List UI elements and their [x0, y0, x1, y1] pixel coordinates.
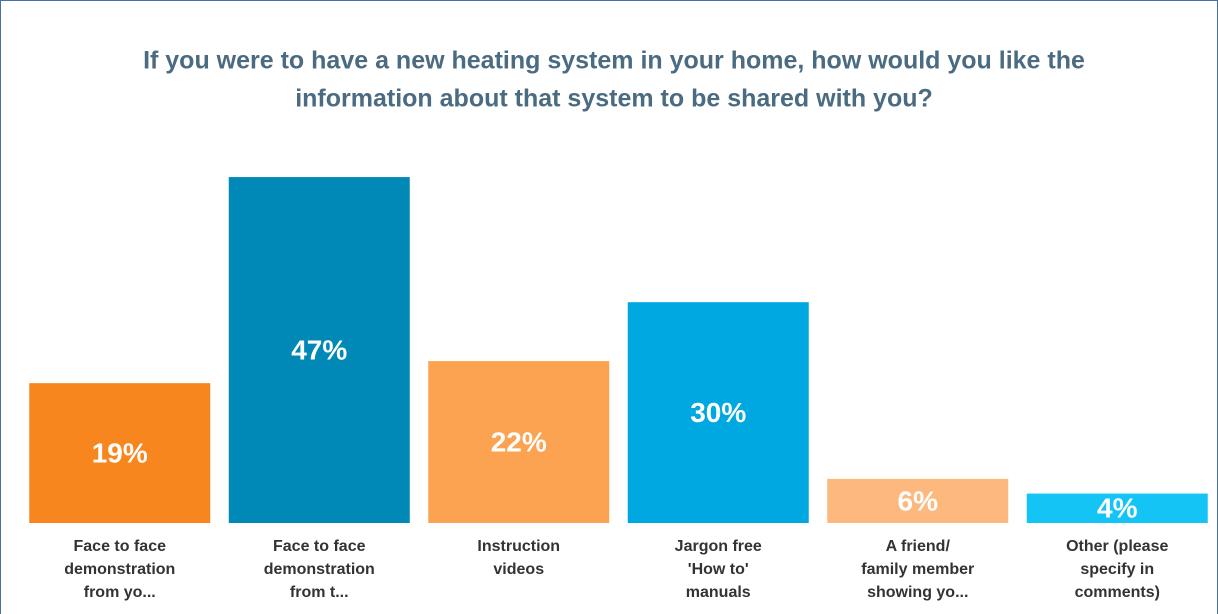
x-tick-label: comments): [1075, 584, 1160, 601]
x-tick-label: family member: [861, 561, 974, 578]
bar: [627, 302, 809, 523]
value-label: 22%: [491, 426, 547, 457]
x-tick-label: manuals: [686, 584, 751, 601]
value-label: 47%: [291, 334, 347, 365]
x-tick-label: from t...: [290, 584, 349, 601]
x-tick-label: Instruction: [477, 538, 560, 555]
x-tick-label: Jargon free: [675, 538, 762, 555]
bar: [1026, 493, 1208, 523]
x-tick-label: specify in: [1080, 561, 1154, 578]
chart-title: If you were to have a new heating system…: [143, 47, 1085, 75]
x-tick-label: Face to face: [273, 538, 366, 555]
value-label: 4%: [1097, 493, 1138, 524]
value-label: 30%: [690, 397, 746, 428]
value-label: 19%: [92, 437, 148, 468]
bar: [29, 383, 211, 523]
bar: [228, 177, 410, 523]
x-tick-label: A friend/: [886, 538, 951, 555]
x-tick-label: from yo...: [84, 584, 156, 601]
chart-title: information about that system to be shar…: [295, 85, 933, 113]
bar: [428, 361, 610, 523]
value-label: 6%: [898, 485, 939, 516]
x-tick-label: 'How to': [688, 561, 749, 578]
x-tick-label: Face to face: [74, 538, 167, 555]
x-tick-label: demonstration: [264, 561, 375, 578]
bar: [827, 478, 1009, 523]
x-tick-label: Other (please: [1066, 538, 1168, 555]
x-tick-label: videos: [493, 561, 544, 578]
x-tick-label: showing yo...: [867, 584, 968, 601]
x-tick-label: demonstration: [64, 561, 175, 578]
